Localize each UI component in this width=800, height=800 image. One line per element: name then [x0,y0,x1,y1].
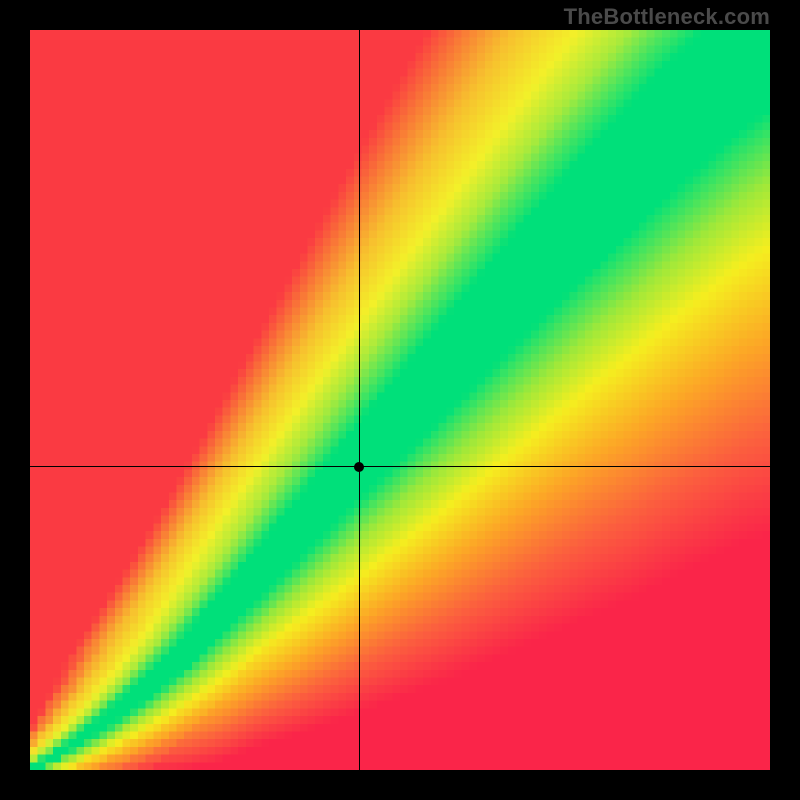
plot-area [30,30,770,770]
crosshair-marker [354,462,364,472]
watermark-text: TheBottleneck.com [564,4,770,30]
page-root: TheBottleneck.com [0,0,800,800]
crosshair-vertical [359,30,360,770]
crosshair-horizontal [30,466,770,467]
heatmap-canvas [30,30,770,770]
